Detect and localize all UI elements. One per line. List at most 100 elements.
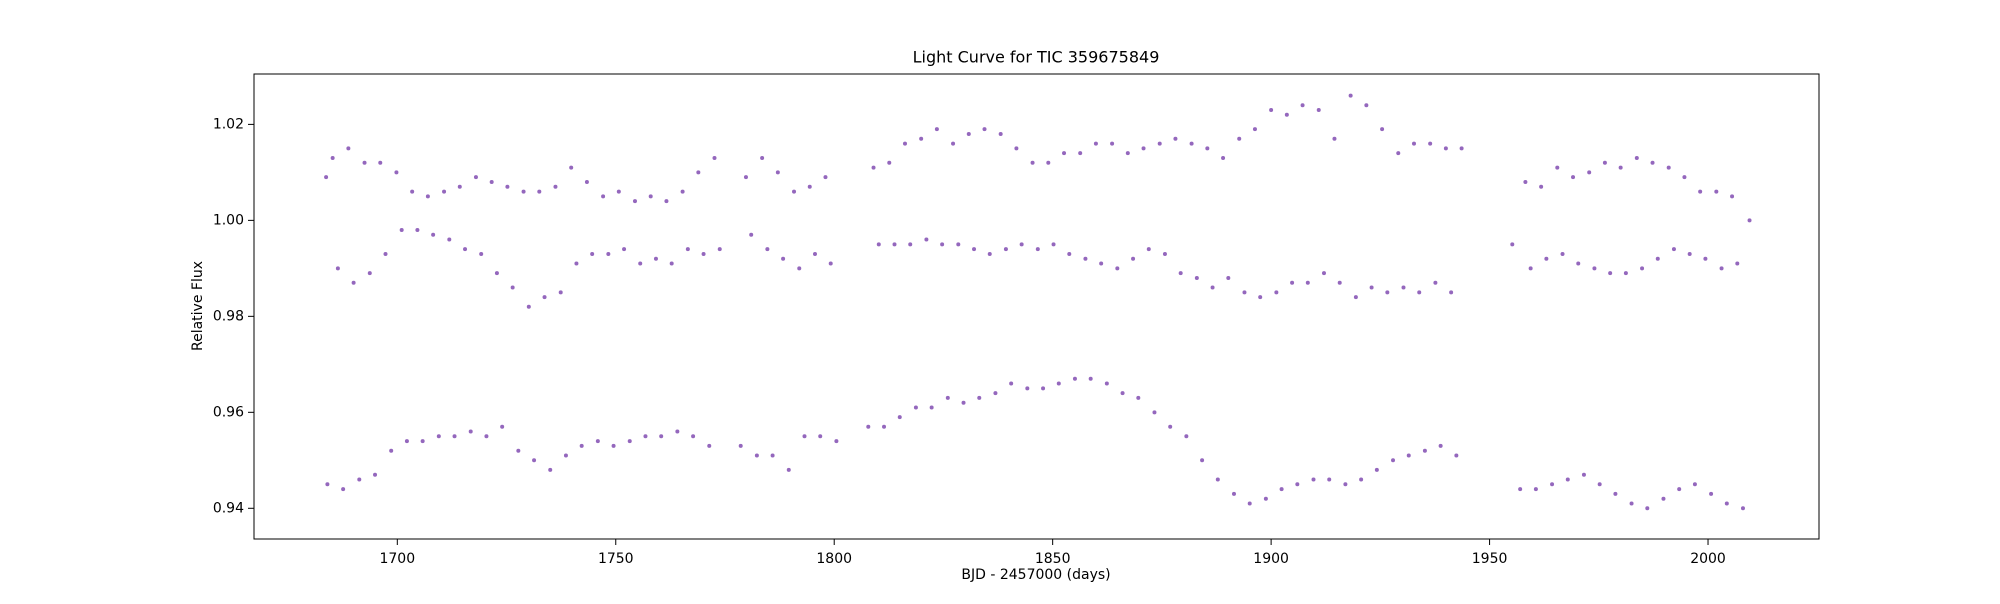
- data-point: [1348, 93, 1353, 98]
- data-point: [792, 189, 797, 194]
- data-point: [1321, 271, 1326, 276]
- data-point: [1565, 477, 1570, 482]
- data-point: [346, 146, 351, 151]
- data-point: [951, 141, 956, 146]
- x-tick-label: 2000: [1690, 551, 1726, 567]
- data-point: [1359, 477, 1364, 482]
- data-point: [818, 434, 823, 439]
- data-point: [1184, 434, 1189, 439]
- data-point: [1247, 501, 1252, 506]
- data-point: [1587, 170, 1592, 175]
- x-tick-label: 1850: [1035, 551, 1071, 567]
- data-point: [463, 247, 468, 252]
- data-point: [1576, 261, 1581, 266]
- data-point: [743, 175, 748, 180]
- data-point: [1226, 275, 1231, 280]
- data-point: [1623, 271, 1628, 276]
- data-point: [489, 179, 494, 184]
- data-point: [919, 136, 924, 141]
- data-point: [1030, 160, 1035, 165]
- data-point: [632, 199, 637, 204]
- data-point: [1645, 506, 1650, 511]
- data-point: [1327, 477, 1332, 482]
- data-point: [1252, 127, 1257, 132]
- data-point: [1353, 295, 1358, 300]
- data-point: [1539, 184, 1544, 189]
- data-point: [1162, 251, 1167, 256]
- data-point: [457, 184, 462, 189]
- data-point: [701, 251, 706, 256]
- data-point: [1730, 194, 1735, 199]
- data-point: [510, 285, 515, 290]
- data-point: [362, 160, 367, 165]
- data-point: [415, 227, 420, 232]
- data-point: [1677, 487, 1682, 492]
- data-point: [1125, 151, 1130, 156]
- data-point: [1369, 285, 1374, 290]
- data-point: [1051, 242, 1056, 247]
- data-point: [1046, 160, 1051, 165]
- data-point: [484, 434, 489, 439]
- data-point: [1146, 247, 1151, 252]
- data-point: [961, 400, 966, 405]
- data-point: [1337, 280, 1342, 285]
- data-point: [1242, 290, 1247, 295]
- data-point: [738, 443, 743, 448]
- data-point: [542, 295, 547, 300]
- data-point: [606, 251, 611, 256]
- data-point: [1099, 261, 1104, 266]
- data-point: [929, 405, 934, 410]
- data-point: [532, 458, 537, 463]
- data-point: [1555, 165, 1560, 170]
- data-point: [1041, 386, 1046, 391]
- data-point: [1518, 487, 1523, 492]
- data-point: [341, 487, 346, 492]
- data-point: [389, 448, 394, 453]
- data-point: [770, 453, 775, 458]
- data-point: [1698, 189, 1703, 194]
- data-point: [653, 256, 658, 261]
- x-tick-label: 1700: [379, 551, 415, 567]
- data-point: [940, 242, 945, 247]
- data-point: [1655, 256, 1660, 261]
- data-point: [1560, 251, 1565, 256]
- data-point: [1305, 280, 1310, 285]
- data-point: [1274, 290, 1279, 295]
- data-point: [712, 155, 717, 160]
- data-point: [611, 443, 616, 448]
- data-point: [966, 131, 971, 136]
- data-point: [882, 424, 887, 429]
- y-tick-label: 1.02: [213, 116, 244, 132]
- data-point: [1115, 266, 1120, 271]
- data-point: [934, 127, 939, 132]
- x-tick-label: 1800: [816, 551, 852, 567]
- data-point: [1136, 395, 1141, 400]
- data-point: [367, 271, 372, 276]
- data-point: [1131, 256, 1136, 261]
- data-point: [1035, 247, 1040, 252]
- data-point: [823, 175, 828, 180]
- data-point: [828, 261, 833, 266]
- data-point: [664, 199, 669, 204]
- data-point: [1459, 146, 1464, 151]
- data-point: [558, 290, 563, 295]
- data-point: [1173, 136, 1178, 141]
- data-point: [325, 482, 330, 487]
- data-point: [1602, 160, 1607, 165]
- data-point: [351, 280, 356, 285]
- data-point: [1062, 151, 1067, 156]
- data-point: [1056, 381, 1061, 386]
- data-point: [431, 232, 436, 237]
- data-point: [563, 453, 568, 458]
- data-point: [1533, 487, 1538, 492]
- data-point: [765, 247, 770, 252]
- data-point: [977, 395, 982, 400]
- data-point: [1210, 285, 1215, 290]
- data-point: [1581, 472, 1586, 477]
- data-point: [378, 160, 383, 165]
- data-point: [1258, 295, 1263, 300]
- data-point: [781, 256, 786, 261]
- data-point: [1168, 424, 1173, 429]
- data-point: [404, 439, 409, 444]
